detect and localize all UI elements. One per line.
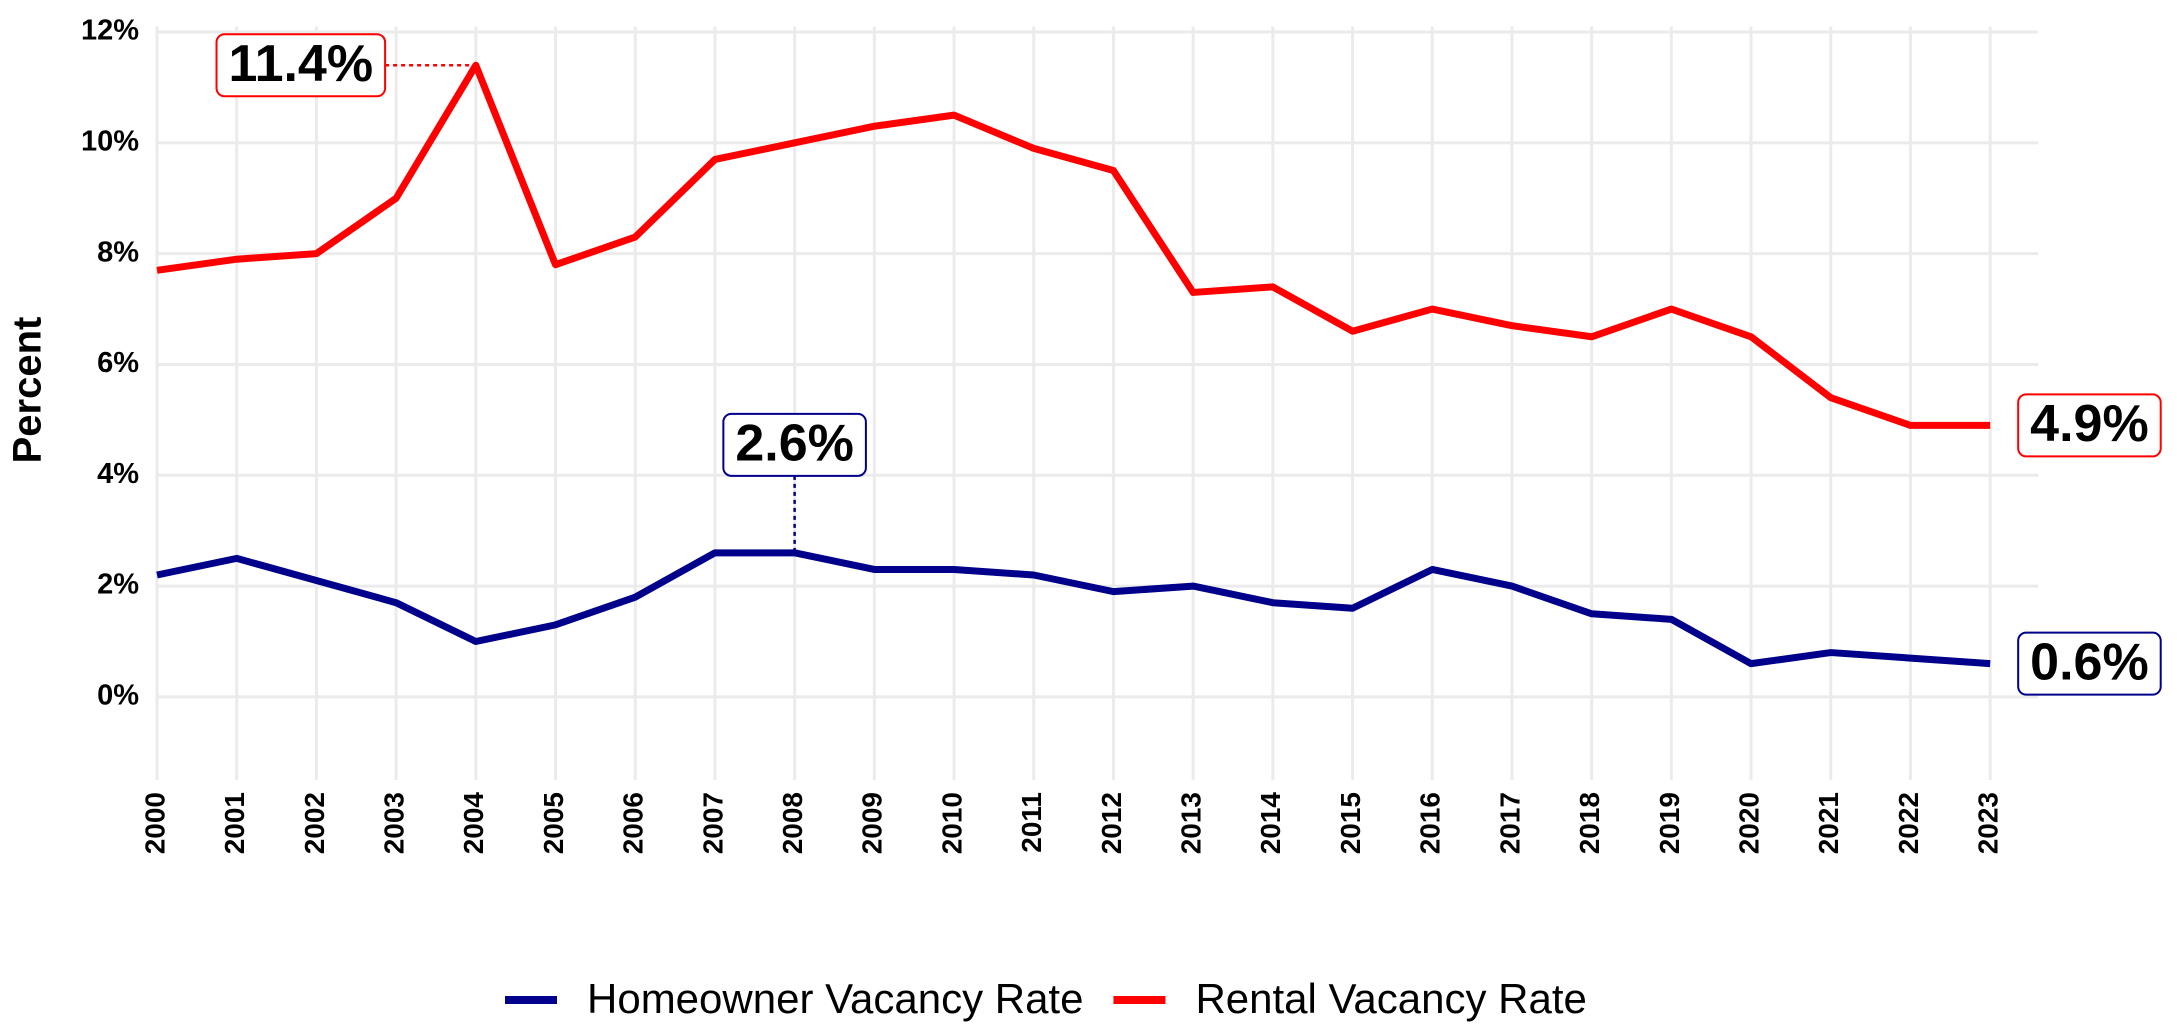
annotation-box — [2017, 631, 2162, 696]
x-tick-label: 2016 — [1415, 792, 1446, 854]
x-tick-label: 2017 — [1494, 792, 1525, 854]
x-tick-label: 2018 — [1574, 792, 1605, 854]
x-tick-label: 2023 — [1973, 792, 2004, 854]
annotation-box — [722, 412, 867, 477]
y-tick-label: 0% — [97, 680, 139, 712]
y-tick-label: 2% — [97, 569, 139, 601]
x-tick-label: 2022 — [1893, 792, 1924, 854]
x-tick-label: 2002 — [299, 792, 330, 854]
y-axis-label: Percent — [6, 317, 50, 464]
annotation: 0.6% — [2017, 631, 2162, 696]
annotation: 2.6% — [722, 412, 867, 553]
x-tick-label: 2010 — [936, 792, 967, 854]
x-tick-label: 2006 — [618, 792, 649, 854]
y-tick-label: 4% — [97, 458, 139, 490]
y-tick-label: 12% — [81, 15, 139, 47]
x-tick-label: 2013 — [1176, 792, 1207, 854]
x-tick-label: 2005 — [538, 792, 569, 854]
series-line — [156, 61, 1991, 429]
annotation-box — [2017, 393, 2162, 458]
x-tick-label: 2003 — [379, 792, 410, 854]
x-tick-label: 2021 — [1813, 792, 1844, 854]
annotation-label: 11.4% — [229, 35, 374, 93]
annotation-label: 2.6% — [735, 415, 854, 473]
y-tick-label: 6% — [97, 347, 139, 379]
x-tick-label: 2011 — [1016, 792, 1047, 853]
legend-label: Rental Vacancy Rate — [1195, 975, 1586, 1022]
y-tick-label: 10% — [81, 126, 139, 158]
annotation-box — [215, 33, 387, 98]
annotation: 4.9% — [2017, 393, 2162, 458]
x-tick-label: 2019 — [1654, 792, 1685, 854]
annotation: 11.4% — [215, 33, 476, 98]
annotation-label: 0.6% — [2030, 633, 2149, 691]
x-tick-label: 2009 — [857, 792, 888, 854]
x-tick-label: 2014 — [1255, 792, 1286, 855]
x-tick-label: 2008 — [777, 792, 808, 854]
x-tick-label: 2000 — [139, 792, 170, 854]
annotation-label: 4.9% — [2030, 395, 2149, 453]
x-tick-label: 2020 — [1733, 792, 1764, 854]
y-tick-label: 8% — [97, 236, 139, 268]
x-tick-label: 2001 — [219, 792, 250, 854]
x-tick-label: 2015 — [1335, 792, 1366, 854]
x-tick-label: 2004 — [458, 792, 489, 855]
series-line — [156, 549, 1991, 668]
x-tick-label: 2007 — [697, 792, 728, 854]
x-tick-label: 2012 — [1096, 792, 1127, 854]
legend-label: Homeowner Vacancy Rate — [587, 975, 1083, 1022]
